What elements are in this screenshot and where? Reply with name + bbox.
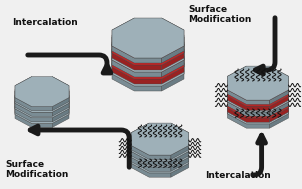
- Polygon shape: [112, 18, 184, 58]
- Polygon shape: [270, 66, 289, 104]
- Polygon shape: [15, 93, 69, 123]
- Polygon shape: [227, 66, 270, 104]
- Text: Intercalation: Intercalation: [12, 18, 78, 27]
- Polygon shape: [171, 141, 189, 177]
- Polygon shape: [112, 25, 184, 65]
- Polygon shape: [131, 141, 189, 173]
- Polygon shape: [227, 66, 289, 100]
- Polygon shape: [162, 39, 184, 84]
- Polygon shape: [131, 135, 189, 167]
- Polygon shape: [112, 32, 162, 77]
- Polygon shape: [15, 77, 52, 111]
- Polygon shape: [227, 78, 289, 112]
- Polygon shape: [52, 93, 69, 127]
- Polygon shape: [112, 39, 184, 79]
- Polygon shape: [15, 88, 52, 122]
- Polygon shape: [131, 123, 171, 159]
- Polygon shape: [131, 129, 171, 165]
- Polygon shape: [112, 18, 162, 63]
- Polygon shape: [171, 135, 189, 171]
- Polygon shape: [131, 141, 171, 177]
- Polygon shape: [162, 32, 184, 77]
- Polygon shape: [227, 84, 289, 118]
- Polygon shape: [15, 82, 69, 112]
- Polygon shape: [15, 77, 69, 107]
- Polygon shape: [112, 39, 162, 84]
- Polygon shape: [227, 72, 270, 110]
- Polygon shape: [52, 77, 69, 111]
- Polygon shape: [112, 46, 162, 91]
- Polygon shape: [270, 78, 289, 116]
- Polygon shape: [112, 32, 184, 72]
- Polygon shape: [15, 88, 69, 118]
- Polygon shape: [270, 90, 289, 128]
- Polygon shape: [15, 93, 52, 127]
- Polygon shape: [227, 78, 270, 116]
- Text: Intercalation: Intercalation: [205, 170, 271, 180]
- Polygon shape: [227, 90, 289, 124]
- Polygon shape: [131, 135, 171, 171]
- Polygon shape: [52, 88, 69, 122]
- Polygon shape: [52, 82, 69, 116]
- Polygon shape: [162, 25, 184, 70]
- Polygon shape: [112, 25, 162, 70]
- Polygon shape: [15, 82, 52, 116]
- Polygon shape: [171, 129, 189, 165]
- Polygon shape: [270, 72, 289, 110]
- Text: Surface
Modification: Surface Modification: [5, 160, 68, 179]
- Polygon shape: [131, 123, 189, 155]
- Polygon shape: [227, 90, 270, 128]
- Polygon shape: [227, 84, 270, 122]
- Polygon shape: [171, 123, 189, 159]
- Polygon shape: [112, 46, 184, 86]
- Polygon shape: [270, 84, 289, 122]
- Polygon shape: [227, 72, 289, 106]
- Polygon shape: [162, 46, 184, 91]
- Polygon shape: [162, 18, 184, 63]
- Polygon shape: [131, 129, 189, 161]
- Text: Surface
Modification: Surface Modification: [188, 5, 251, 24]
